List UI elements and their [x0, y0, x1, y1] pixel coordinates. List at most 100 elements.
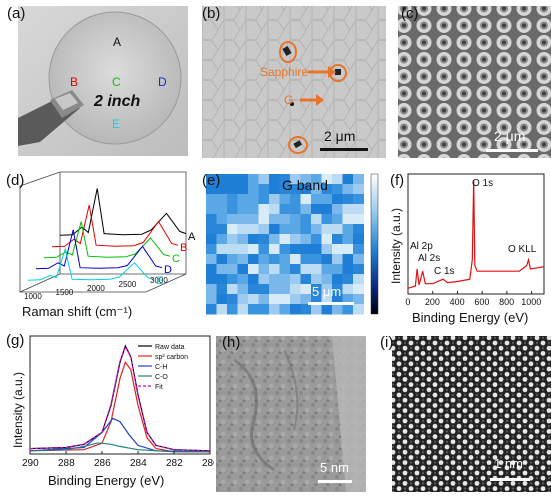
map-cell [290, 184, 301, 195]
map-cell [290, 204, 301, 215]
map-cell [248, 204, 259, 215]
map-cell [342, 184, 354, 195]
raman-series-C [43, 221, 171, 259]
map-cell [258, 304, 270, 315]
map-cell [248, 254, 259, 265]
map-cell [237, 304, 249, 315]
map-cell [279, 264, 291, 275]
panel-label: (h) [222, 334, 241, 351]
map-cell [332, 234, 343, 245]
c1s-series-1 [29, 360, 210, 453]
wafer-label-b: B [70, 75, 79, 89]
wafer-photo [18, 6, 188, 156]
panel-label: (g) [6, 332, 25, 349]
map-cell [216, 204, 228, 215]
map-cell [227, 214, 238, 225]
map-cell [342, 274, 354, 285]
map-cell [321, 274, 333, 285]
map-cell [279, 244, 291, 255]
map-cell [227, 194, 238, 205]
map-cell [216, 244, 228, 255]
map-cell [332, 264, 343, 275]
map-cell [342, 244, 354, 255]
panel-h: (h) 5 nm [214, 330, 366, 492]
panel-label: (c) [401, 5, 419, 22]
map-cell [237, 194, 249, 205]
map-cell [332, 174, 343, 185]
map-cell [237, 244, 249, 255]
map-cell [248, 264, 259, 275]
map-cell [311, 234, 322, 245]
map-cell [321, 224, 333, 235]
map-cell [206, 234, 217, 245]
map-cell [227, 294, 238, 305]
panel-label: (d) [6, 172, 25, 189]
map-cell [279, 204, 291, 215]
map-cell [300, 184, 312, 195]
map-cell [248, 174, 259, 185]
map-cell [269, 264, 280, 275]
peak-al2p: Al 2p [410, 241, 433, 252]
map-cell [206, 184, 217, 195]
map-cell [269, 254, 280, 265]
panel-g: 290 288 286 284 282 280 Raw data sp² carbon C-H… [0, 330, 219, 492]
map-cell [269, 234, 280, 245]
map-cell [216, 194, 228, 205]
c1s-series-0 [29, 344, 211, 452]
map-cell [300, 194, 312, 205]
map-cell [258, 274, 270, 285]
raman-map: G band 5 μm [206, 173, 379, 315]
map-cell [300, 204, 312, 215]
hrtem-lattice-image [392, 336, 551, 492]
map-cell [248, 194, 259, 205]
map-cell [290, 194, 301, 205]
map-cell [248, 244, 259, 255]
panel-i: (i) 1 nm [372, 330, 551, 492]
map-cell [311, 264, 322, 275]
wafer-label-e: E [112, 117, 121, 131]
map-cell [311, 304, 322, 315]
map-cell [227, 234, 238, 245]
raman-series-D [35, 229, 163, 270]
legend-label: Raw data [155, 344, 185, 351]
panel-label: (f) [390, 172, 405, 189]
map-cell [237, 214, 249, 225]
map-cell [342, 174, 354, 185]
xps-survey-line [407, 179, 545, 289]
map-cell [353, 264, 364, 275]
map-cell [279, 304, 291, 315]
map-cell [227, 224, 238, 235]
map-cell [300, 274, 312, 285]
map-cell [279, 274, 291, 285]
g-marker-label: G [284, 93, 294, 107]
c1s-series-4 [29, 345, 211, 452]
x-tick-label: 2500 [119, 280, 137, 289]
map-title: G band [282, 177, 328, 193]
map-cell [216, 234, 228, 245]
map-cell [206, 304, 217, 315]
panel-label: (a) [7, 5, 26, 22]
raman-series-B [51, 204, 179, 248]
map-cell [279, 184, 291, 195]
map-cell [300, 224, 312, 235]
map-cell [342, 234, 354, 245]
y-axis-label: Intensity (a.u.) [11, 372, 25, 448]
map-cell [290, 294, 301, 305]
x-axis-label: Raman shift (cm⁻¹) [22, 304, 132, 319]
map-cell [332, 274, 343, 285]
map-cell [279, 254, 291, 265]
map-cell [321, 214, 333, 225]
map-cell [279, 234, 291, 245]
map-cell [290, 244, 301, 255]
map-cell [237, 254, 249, 265]
map-cell [248, 214, 259, 225]
map-cell [321, 244, 333, 255]
map-cell [300, 174, 312, 185]
map-cell [269, 184, 280, 195]
map-cell [206, 214, 217, 225]
map-cell [258, 284, 270, 295]
map-cell [290, 274, 301, 285]
map-cell [342, 204, 354, 215]
map-cell [342, 304, 354, 315]
